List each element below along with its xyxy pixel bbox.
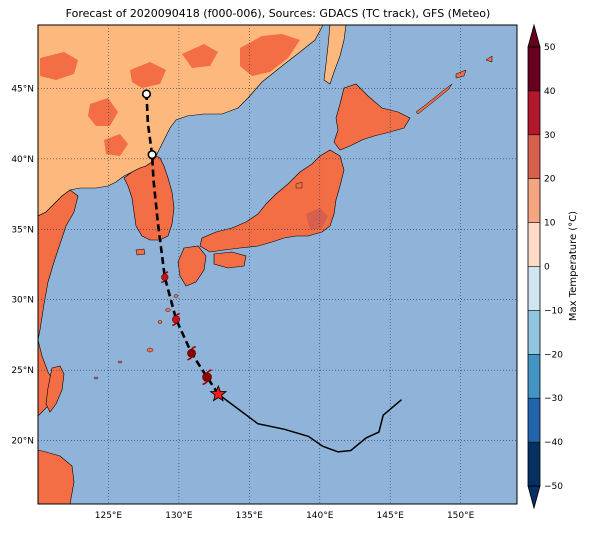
- lat-tick-label: 30°N: [11, 296, 34, 306]
- colorbar-segment: [528, 442, 540, 487]
- colorbar-tick-label: −20: [544, 350, 563, 360]
- cyclone-core-icon: [202, 372, 212, 383]
- colorbar-tick-label: −50: [544, 482, 563, 492]
- cyclone-track: [141, 89, 402, 453]
- colorbar-tick-label: 40: [544, 87, 556, 97]
- lon-tick-label: 135°E: [236, 511, 264, 521]
- cyclone-symbol-icon: [202, 369, 212, 386]
- gridlines: [38, 25, 517, 504]
- sakhalin: [323, 25, 347, 85]
- hot-zone-manchuria: [130, 62, 166, 88]
- lat-tick-label: 40°N: [11, 155, 34, 165]
- current-position-star-icon: [209, 384, 228, 402]
- colorbar-segment: [528, 310, 540, 355]
- forecast-track-line: [145, 93, 220, 395]
- colorbar-segment: [528, 354, 540, 399]
- hot-zone-south: [104, 134, 128, 156]
- cyclone-symbol-icon: [187, 345, 196, 361]
- jeju: [135, 248, 146, 256]
- china-southern-strip: [38, 449, 75, 504]
- hot-zone-north: [88, 98, 118, 126]
- honshu: [199, 149, 345, 253]
- colorbar-segment: [528, 222, 540, 267]
- colorbar-tick-label: −30: [544, 394, 563, 404]
- extratropical-marker-icon: [147, 150, 157, 160]
- colorbar-tick-label: 0: [544, 263, 550, 273]
- hot-zone-kanto: [306, 208, 328, 230]
- past-track-line: [217, 393, 402, 453]
- colorbar-bottom-arrow-icon: [527, 485, 541, 510]
- lon-tick-label: 150°E: [447, 511, 475, 521]
- colorbar-top-arrow-icon: [527, 23, 541, 48]
- kyushu: [177, 245, 207, 287]
- map-axes: 125°E 130°E 135°E 140°E 145°E 150°E 20°N 25°N 30…: [11, 84, 474, 521]
- map-frame: [37, 24, 518, 505]
- colorbar-tick-label: −10: [544, 306, 563, 316]
- lat-tick-label: 35°N: [11, 225, 34, 235]
- cyclone-symbol-icon: [161, 271, 169, 284]
- lat-tick-label: 20°N: [11, 437, 34, 447]
- hot-zone-west: [40, 52, 78, 80]
- kuril-islands: [415, 83, 453, 115]
- hokkaido: [333, 83, 411, 151]
- taiwan: [45, 365, 65, 413]
- colorbar-label: Max Temperature (°C): [568, 211, 579, 321]
- ryukyu-islands: [93, 294, 179, 380]
- colorbar-segment: [528, 178, 540, 224]
- lon-tick-label: 130°E: [165, 511, 193, 521]
- figure-title: Forecast of 2020090418 (f000-006), Sourc…: [66, 7, 491, 20]
- colorbar-segment: [528, 47, 540, 92]
- hot-zone-east: [240, 34, 300, 76]
- colorbar: 50 40 30 20 10 0 −10 −20 −30 −40 −50: [527, 23, 563, 510]
- china-coast-hot: [38, 189, 79, 341]
- kamchatka-tip: [485, 55, 493, 63]
- colorbar-tick-label: 10: [544, 219, 556, 229]
- sado-island: [295, 181, 303, 189]
- cyclone-core-icon: [161, 273, 169, 281]
- colorbar-tick-label: −40: [544, 438, 563, 448]
- map-panel: [38, 25, 517, 504]
- colorbar-tick-label: 50: [544, 43, 556, 53]
- lat-tick-label: 45°N: [11, 84, 34, 94]
- kuril-north: [455, 69, 467, 79]
- lon-tick-label: 145°E: [377, 511, 405, 521]
- korean-peninsula: [123, 155, 175, 241]
- lon-tick-label: 140°E: [306, 511, 334, 521]
- colorbar-segment: [528, 90, 540, 136]
- cyclone-core-icon: [187, 348, 196, 358]
- colorbar-tick-label: 30: [544, 131, 556, 141]
- extratropical-marker-icon: [141, 89, 152, 99]
- colorbar-tick-label: 20: [544, 175, 556, 185]
- lat-tick-label: 25°N: [11, 366, 34, 376]
- cyclone-core-icon: [172, 315, 181, 324]
- lon-tick-label: 125°E: [95, 511, 123, 521]
- cyclone-symbol-icon: [172, 312, 181, 327]
- hot-zone-coast: [182, 44, 218, 68]
- colorbar-segment: [528, 266, 540, 311]
- colorbar-segment: [528, 398, 540, 443]
- shikoku: [213, 251, 247, 269]
- colorbar-segment: [528, 134, 540, 180]
